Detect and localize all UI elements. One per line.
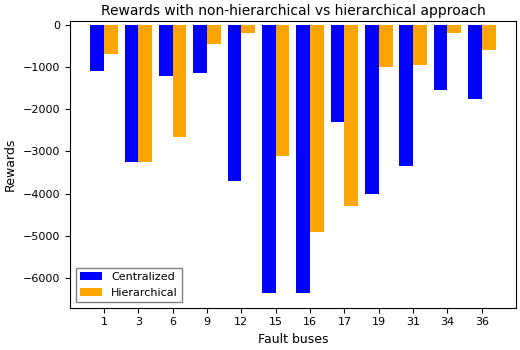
Bar bbox=[228, 25, 241, 181]
Bar bbox=[296, 25, 310, 293]
Legend: Centralized, Hierarchical: Centralized, Hierarchical bbox=[75, 267, 182, 302]
Bar bbox=[482, 25, 496, 50]
Bar bbox=[90, 25, 104, 71]
Bar bbox=[434, 25, 448, 90]
Bar bbox=[468, 25, 482, 99]
X-axis label: Fault buses: Fault buses bbox=[257, 333, 328, 346]
Bar bbox=[379, 25, 393, 67]
Y-axis label: Rewards: Rewards bbox=[4, 138, 17, 191]
Title: Rewards with non‐hierarchical vs hierarchical approach: Rewards with non‐hierarchical vs hierarc… bbox=[100, 4, 485, 18]
Bar bbox=[448, 25, 461, 33]
Bar bbox=[399, 25, 413, 166]
Bar bbox=[104, 25, 118, 55]
Bar bbox=[344, 25, 358, 206]
Bar bbox=[241, 25, 255, 33]
Bar bbox=[125, 25, 138, 162]
Bar bbox=[276, 25, 290, 156]
Bar bbox=[262, 25, 276, 293]
Bar bbox=[207, 25, 221, 44]
Bar bbox=[365, 25, 379, 194]
Bar bbox=[193, 25, 207, 74]
Bar bbox=[138, 25, 152, 162]
Bar bbox=[331, 25, 344, 122]
Bar bbox=[159, 25, 173, 76]
Bar bbox=[310, 25, 324, 232]
Bar bbox=[413, 25, 427, 65]
Bar bbox=[173, 25, 186, 137]
